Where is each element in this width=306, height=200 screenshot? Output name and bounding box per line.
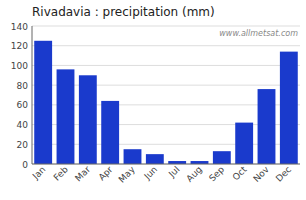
x-tick-label: Jan [30,164,48,182]
bar [101,101,119,164]
bar [79,75,97,164]
x-tick-label: Apr [96,164,114,182]
x-tick-label: Jul [166,164,181,179]
y-grid [32,26,300,164]
bar [57,69,75,164]
x-tick-label: Dec [274,164,293,183]
bar [280,52,298,164]
y-tick-label: 100 [11,61,28,71]
bar [146,154,164,164]
grid-line [32,65,300,66]
x-tick-label: Feb [52,164,71,183]
y-tick-label: 120 [11,41,28,51]
x-axis-line [32,164,300,165]
grid-line [32,45,300,46]
title: Rivadavia : precipitation (mm) [32,5,215,19]
x-tick-label: Aug [184,164,204,184]
y-tick-label: 40 [17,120,29,130]
chart-svg: Rivadavia : precipitation (mm) 0 20 40 60 80 1… [0,0,306,200]
x-tick-label: Mar [73,164,92,183]
watermark: www.allmetsat.com [219,29,298,38]
x-tick-label: Oct [231,164,249,182]
y-tick-label: 0 [22,160,28,170]
bar [213,151,231,164]
y-tick-label: 80 [17,81,29,91]
y-tick-label: 20 [17,140,29,150]
x-tick-label: Sep [207,164,226,183]
chart-container: Rivadavia : precipitation (mm) 0 20 40 60 80 1… [0,0,306,200]
bar [235,123,253,164]
bar [258,89,276,164]
bars [34,41,298,164]
bar [124,149,142,164]
y-tick-label: 60 [17,100,29,110]
y-axis-line [32,26,33,164]
x-tick-label: May [117,164,138,185]
y-tick-label: 140 [11,22,28,32]
x-tick-label: Jun [142,164,160,182]
x-tick-label: Nov [251,164,271,184]
grid-line [32,26,300,27]
bar [34,41,52,164]
grid-line [32,164,300,165]
